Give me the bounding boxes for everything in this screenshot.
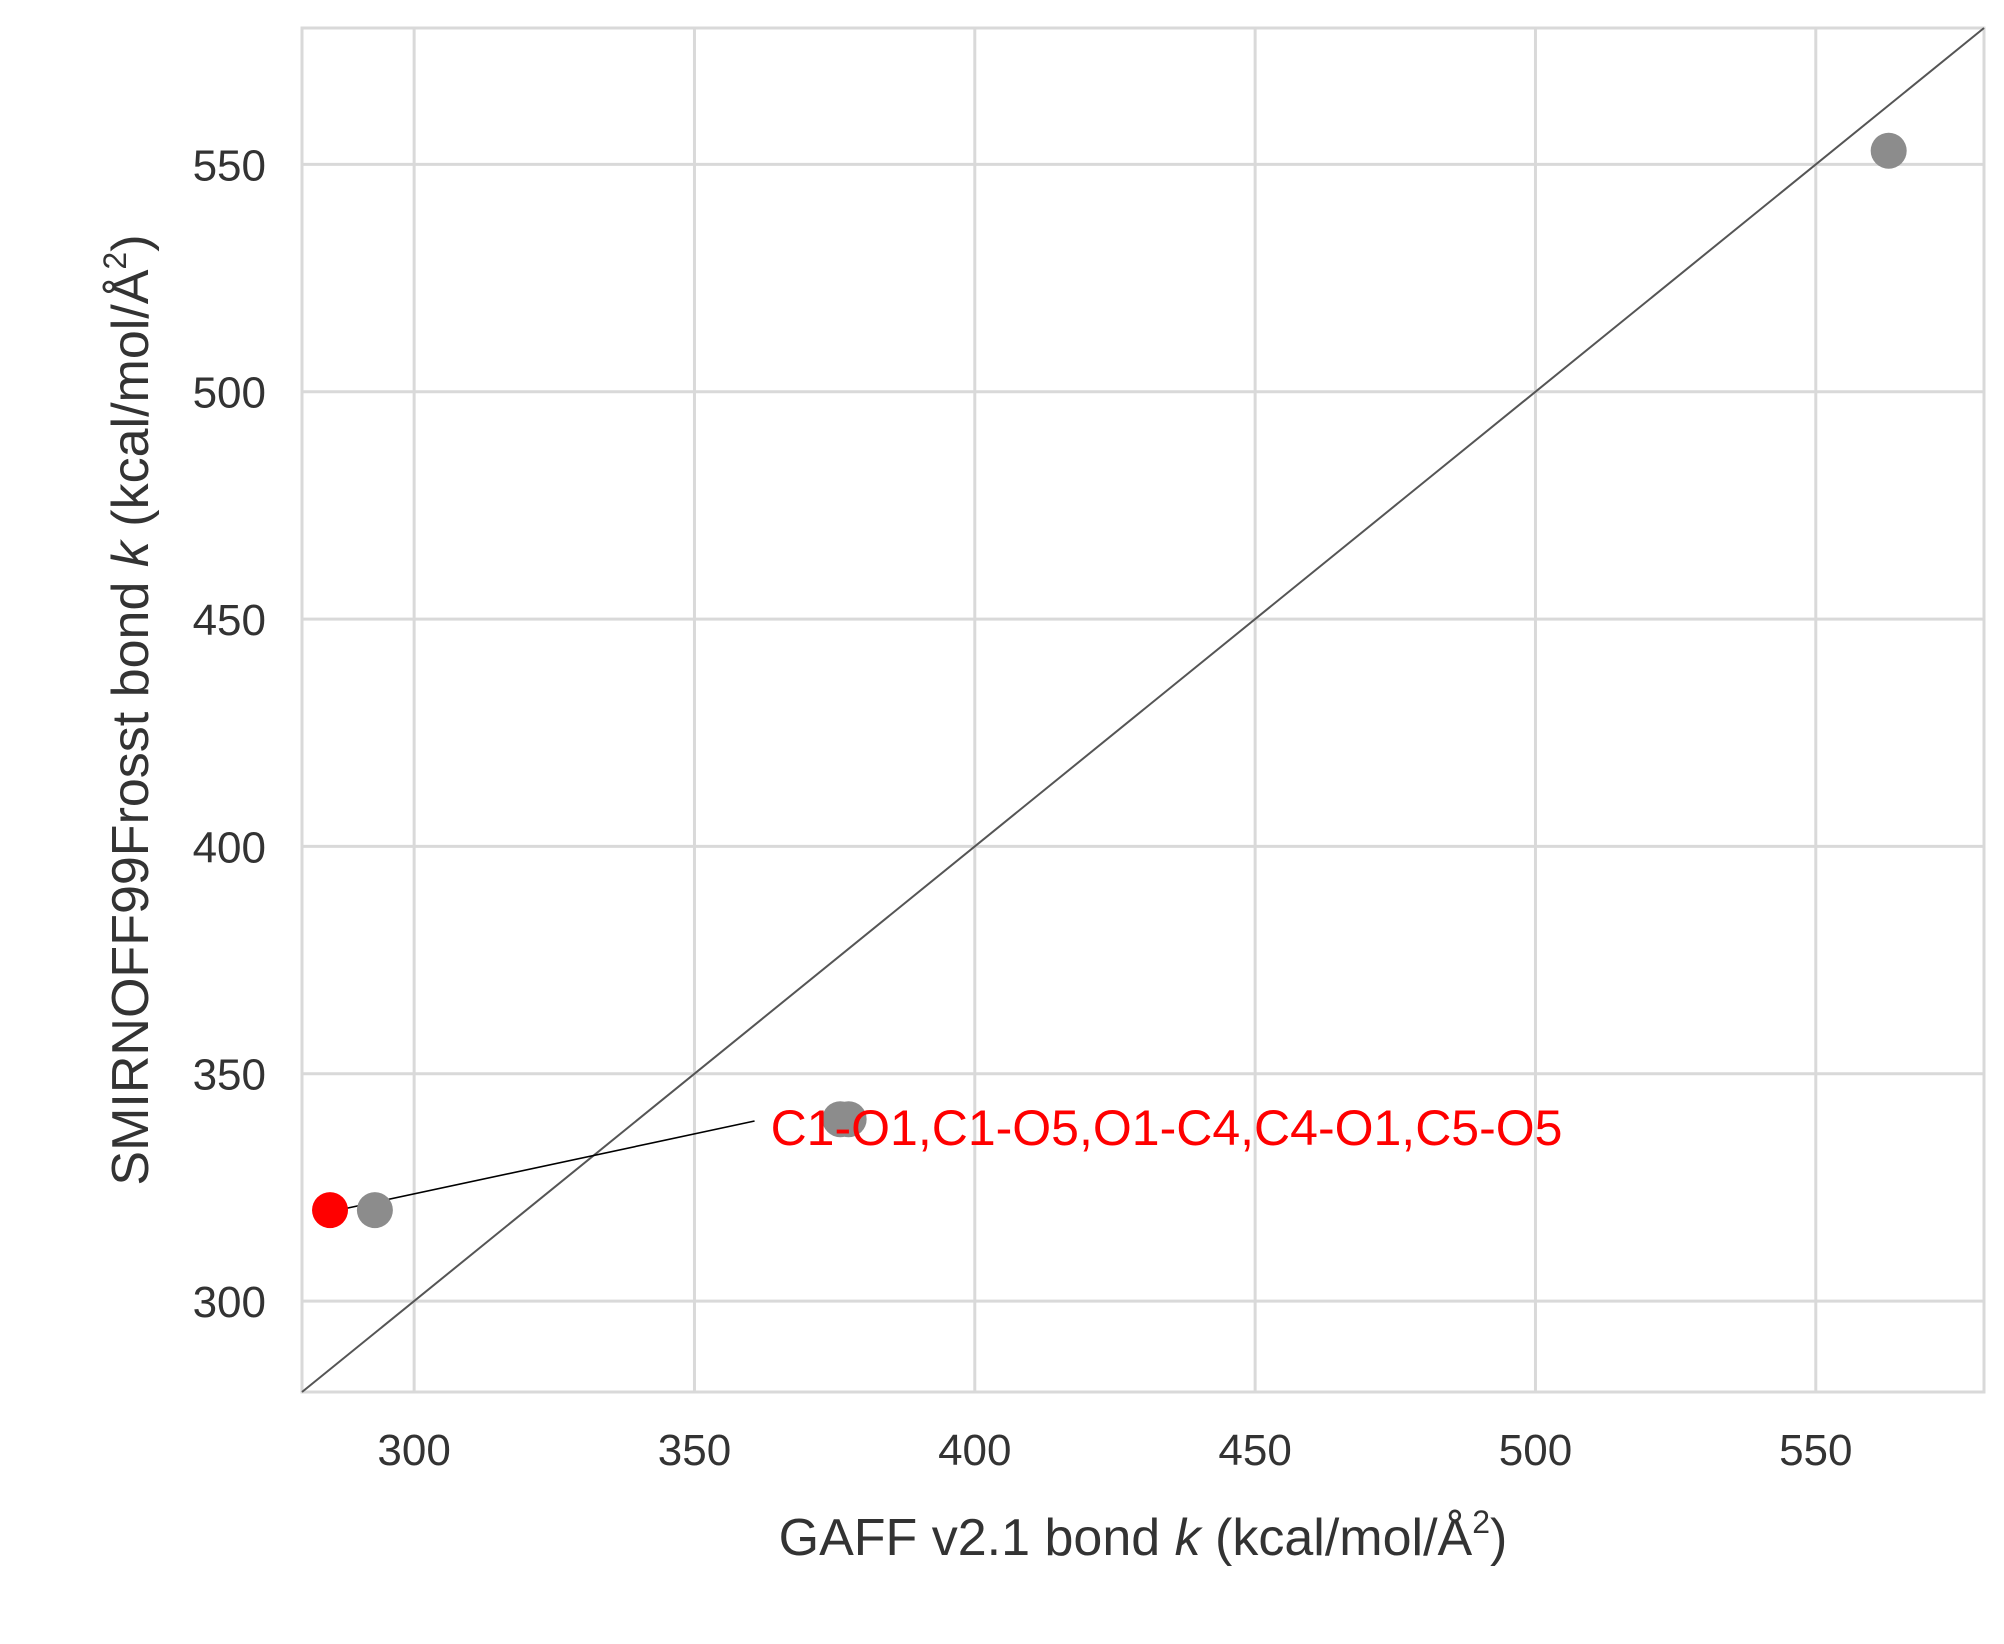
annotation-label: C1-O1,C1-O5,O1-C4,C4-O1,C5-O5 (771, 1100, 1563, 1156)
x-tick-label: 500 (1499, 1426, 1572, 1475)
x-axis-label: GAFF v2.1 bond k (kcal/mol/Å2) (779, 1504, 1508, 1567)
identity-line (301, 27, 1985, 1393)
data-points (312, 132, 1907, 1229)
data-point (830, 1101, 867, 1138)
y-axis-label: SMIRNOFF99Frosst bond k (kcal/mol/Å2) (97, 234, 160, 1185)
y-tick-label: 400 (193, 823, 266, 872)
y-tick-label: 450 (193, 596, 266, 645)
x-tick-label: 450 (1218, 1426, 1291, 1475)
y-tick-label: 350 (193, 1051, 266, 1100)
annotation-arrow (337, 1120, 755, 1211)
x-tick-label: 550 (1779, 1426, 1852, 1475)
y-tick-labels: 300 350 400 450 500 550 (193, 141, 266, 1327)
data-point (1870, 132, 1907, 169)
x-tick-label: 400 (938, 1426, 1011, 1475)
y-tick-label: 550 (193, 141, 266, 190)
data-point (356, 1192, 393, 1229)
x-tick-label: 350 (658, 1426, 731, 1475)
grid-lines (300, 26, 1986, 1394)
y-tick-label: 300 (193, 1278, 266, 1327)
plot-frame (300, 26, 1986, 1394)
x-tick-label: 300 (377, 1426, 450, 1475)
y-tick-label: 500 (193, 369, 266, 418)
data-point (312, 1192, 349, 1229)
x-tick-labels: 300 350 400 450 500 550 (377, 1426, 1852, 1475)
